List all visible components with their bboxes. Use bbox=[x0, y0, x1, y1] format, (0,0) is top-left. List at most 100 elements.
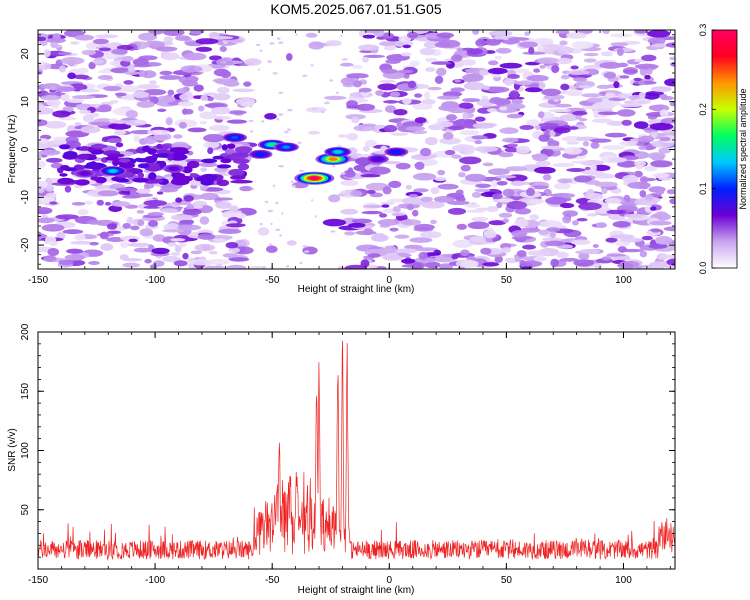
heatmap-cell bbox=[451, 254, 459, 260]
heatmap-cell bbox=[538, 81, 546, 90]
heatmap-y-tick-labels: 20 10 0 -10 -20 bbox=[20, 48, 31, 252]
heatmap-y-axis-label: Frequency (Hz) bbox=[7, 115, 18, 184]
heatmap-cell bbox=[147, 212, 164, 216]
heatmap-cell bbox=[45, 192, 57, 199]
heatmap-cell bbox=[589, 138, 612, 143]
heatmap-cell bbox=[63, 151, 78, 158]
snr-x-tick-label: 100 bbox=[615, 575, 632, 586]
heatmap-cell bbox=[396, 248, 418, 254]
heatmap-cell bbox=[272, 72, 278, 75]
heatmap-cell bbox=[639, 250, 648, 258]
heatmap-cell bbox=[609, 33, 633, 38]
heatmap-cell bbox=[163, 36, 174, 43]
heatmap-cell bbox=[143, 200, 167, 207]
heatmap-cell bbox=[58, 144, 71, 150]
heatmap-cell bbox=[501, 247, 512, 253]
heatmap-cell bbox=[346, 100, 358, 108]
heatmap-cell bbox=[633, 98, 652, 105]
heatmap-cell bbox=[167, 89, 175, 96]
heatmap-cell bbox=[669, 102, 675, 107]
snr-panel: -150 -100 -50 0 50 100 50 100 150 200 Height of … bbox=[7, 323, 676, 596]
heatmap-cell bbox=[79, 89, 100, 93]
heatmap-cell bbox=[262, 266, 267, 269]
heatmap-cell bbox=[647, 152, 666, 160]
figure-title: KOM5.2025.067.01.51.G05 bbox=[270, 1, 441, 17]
heatmap-cell bbox=[239, 185, 253, 192]
heatmap-cell bbox=[592, 164, 611, 171]
heatmap-cell bbox=[455, 189, 464, 195]
heatmap-cell bbox=[436, 32, 455, 39]
heatmap-cell bbox=[510, 180, 525, 187]
heatmap-cell bbox=[160, 208, 179, 213]
heatmap-cell bbox=[156, 191, 164, 195]
heatmap-cell bbox=[189, 30, 205, 35]
heatmap-cell bbox=[482, 262, 500, 267]
heatmap-cell bbox=[121, 55, 134, 62]
heatmap-cell bbox=[600, 51, 614, 57]
heatmap-cell bbox=[649, 122, 674, 131]
heatmap-cell bbox=[435, 120, 454, 128]
heatmap-cell bbox=[160, 52, 180, 61]
heatmap-cell bbox=[433, 196, 455, 203]
heatmap-cell bbox=[38, 217, 55, 224]
heatmap-cell bbox=[402, 98, 412, 105]
snr-y-tick-label: 200 bbox=[20, 323, 31, 340]
heatmap-cell bbox=[249, 130, 254, 133]
heatmap-cell bbox=[459, 130, 480, 136]
heatmap-cell bbox=[617, 246, 627, 253]
heatmap-cell bbox=[355, 230, 377, 236]
heatmap-cell bbox=[176, 88, 188, 94]
heatmap-x-tick-labels: -150 -100 -50 0 50 100 bbox=[28, 275, 632, 286]
heatmap-cell bbox=[58, 65, 66, 73]
heatmap-cell bbox=[439, 137, 461, 145]
heatmap-cell bbox=[650, 131, 658, 139]
heatmap-cell bbox=[587, 193, 604, 201]
heatmap-cell bbox=[132, 58, 149, 66]
heatmap-cell bbox=[103, 85, 122, 92]
heatmap-cell bbox=[182, 209, 202, 215]
heatmap-cell bbox=[640, 265, 665, 269]
heatmap-cell bbox=[255, 43, 261, 47]
heatmap-x-tick-label: 50 bbox=[501, 275, 513, 286]
heatmap-cell bbox=[325, 101, 329, 104]
heatmap-cell bbox=[383, 45, 397, 51]
heatmap-cell bbox=[507, 143, 518, 148]
colorbar: 0.0 0.1 0.2 0.3 Normalized spectral amplitu… bbox=[698, 24, 748, 275]
heatmap-cell bbox=[407, 80, 417, 89]
heatmap-cell bbox=[406, 126, 426, 131]
heatmap-cell bbox=[383, 100, 399, 104]
heatmap-cell bbox=[43, 49, 51, 58]
heatmap-cell bbox=[439, 263, 453, 269]
heatmap-cell bbox=[414, 161, 425, 170]
heatmap-cell bbox=[663, 226, 675, 232]
heatmap-cell bbox=[454, 79, 461, 83]
heatmap-cell bbox=[225, 242, 239, 249]
heatmap-cell bbox=[132, 91, 150, 98]
heatmap-cell bbox=[53, 86, 76, 92]
heatmap-cell bbox=[47, 248, 60, 256]
heatmap-cell bbox=[157, 108, 167, 113]
heatmap-cell bbox=[107, 138, 122, 143]
heatmap-cell bbox=[617, 263, 633, 268]
heatmap-cell bbox=[651, 228, 661, 233]
heatmap-cell bbox=[364, 30, 381, 34]
heatmap-cell bbox=[278, 113, 284, 116]
heatmap-cell bbox=[423, 41, 440, 49]
heatmap-cell bbox=[225, 60, 234, 66]
heatmap-cell bbox=[133, 134, 141, 142]
heatmap-cell bbox=[137, 219, 145, 227]
heatmap-cell bbox=[460, 260, 479, 268]
heatmap-cell bbox=[108, 123, 132, 130]
heatmap-cell bbox=[228, 110, 247, 115]
heatmap-cell bbox=[605, 92, 616, 99]
heatmap-cell bbox=[627, 181, 651, 189]
heatmap-cell bbox=[533, 37, 554, 45]
heatmap-cell bbox=[136, 100, 155, 108]
heatmap-cell bbox=[355, 103, 376, 111]
heatmap-cell bbox=[650, 160, 673, 168]
heatmap-cell bbox=[453, 118, 476, 127]
heatmap-cell bbox=[58, 116, 77, 121]
heatmap-cell bbox=[514, 256, 522, 263]
heatmap-cell bbox=[514, 207, 532, 215]
heatmap-cell bbox=[638, 135, 655, 143]
